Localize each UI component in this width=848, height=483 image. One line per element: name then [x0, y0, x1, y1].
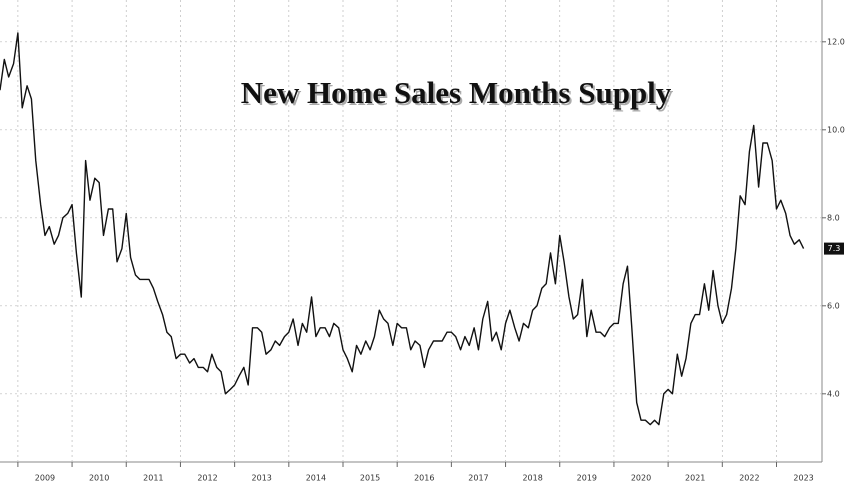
x-tick-label: 2019 — [577, 474, 597, 483]
last-value-box — [824, 242, 844, 255]
y-tick-label: 8.0 — [827, 213, 840, 222]
y-tick-label: 10.0 — [827, 125, 845, 134]
x-tick-label: 2014 — [306, 474, 326, 483]
x-tick-label: 2013 — [252, 474, 272, 483]
x-tick-label: 2015 — [360, 474, 380, 483]
last-value-label: 7.3 — [828, 244, 841, 253]
x-tick-label: 2018 — [522, 474, 542, 483]
title-shadow: New Home Sales Months Supply — [243, 77, 674, 112]
x-tick-label: 2021 — [685, 474, 705, 483]
x-tick-label: 2012 — [197, 474, 217, 483]
y-tick-label: 12.0 — [827, 37, 845, 46]
x-tick-label: 2022 — [739, 474, 759, 483]
plot: 7.3 — [0, 32, 844, 426]
x-tick-label: 2017 — [468, 474, 488, 483]
x-tick-label: 2009 — [35, 474, 55, 483]
chart-title: New Home Sales Months Supply — [241, 75, 672, 110]
y-tick-label: 4.0 — [827, 389, 840, 398]
x-tick-label: 2010 — [89, 474, 109, 483]
y-tick-label: 6.0 — [827, 301, 840, 310]
x-tick-label: 2016 — [414, 474, 434, 483]
x-tick-label: 2011 — [143, 474, 163, 483]
x-tick-label: 2020 — [631, 474, 651, 483]
x-tick-label: 2023 — [793, 474, 813, 483]
series-line — [0, 32, 805, 426]
